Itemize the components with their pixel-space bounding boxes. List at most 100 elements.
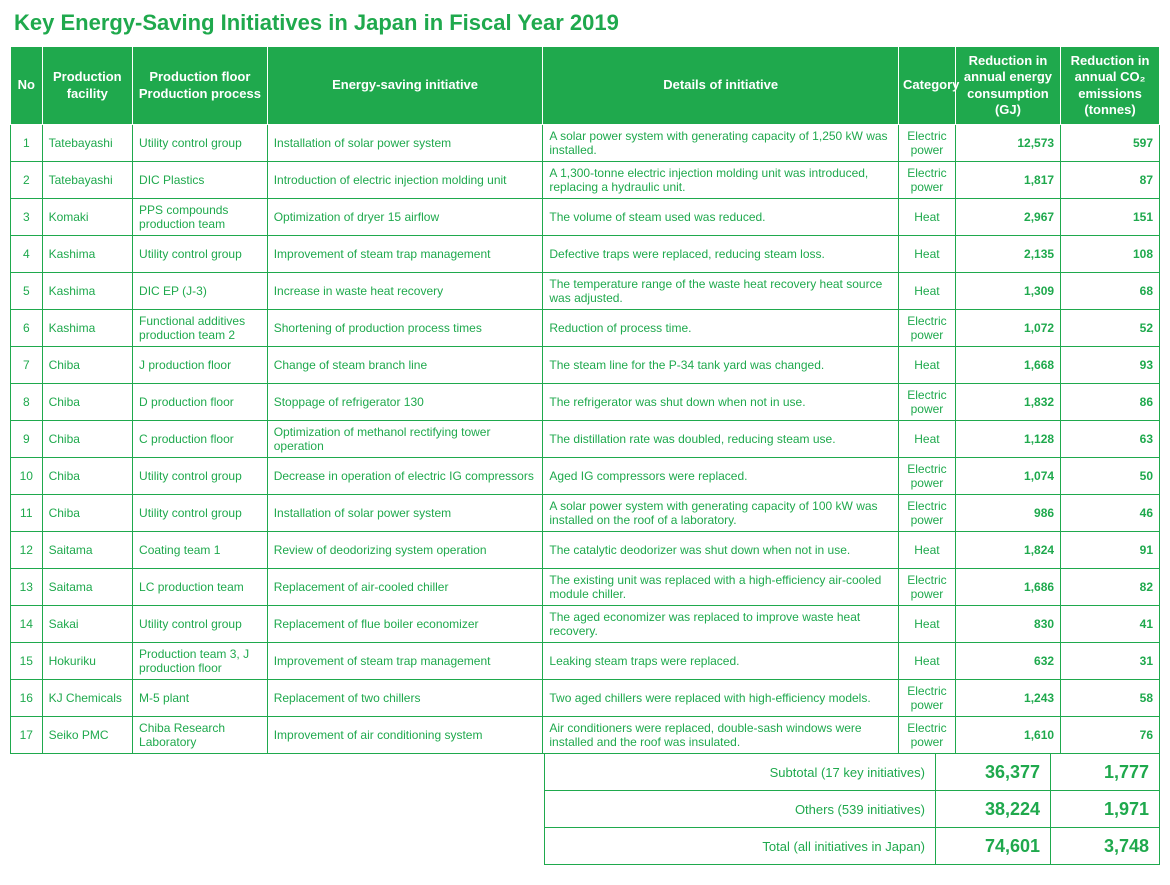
cell-details: A 1,300-tonne electric injection molding… [543,162,899,199]
cell-no: 10 [11,458,43,495]
cell-category: Electric power [899,680,956,717]
cell-details: The distillation rate was doubled, reduc… [543,421,899,458]
page-title: Key Energy-Saving Initiatives in Japan i… [14,10,1160,36]
cell-gj: 1,072 [955,310,1060,347]
cell-category: Heat [899,606,956,643]
cell-facility: Tatebayashi [42,162,132,199]
cell-details: Leaking steam traps were replaced. [543,643,899,680]
cell-gj: 2,135 [955,236,1060,273]
table-row: 1TatebayashiUtility control groupInstall… [11,125,1160,162]
cell-category: Electric power [899,384,956,421]
cell-co2: 52 [1061,310,1160,347]
cell-floor: Utility control group [133,236,268,273]
cell-gj: 1,074 [955,458,1060,495]
cell-floor: Utility control group [133,606,268,643]
cell-gj: 1,668 [955,347,1060,384]
cell-floor: J production floor [133,347,268,384]
cell-facility: Chiba [42,458,132,495]
cell-initiative: Replacement of flue boiler economizer [267,606,543,643]
cell-details: The aged economizer was replaced to impr… [543,606,899,643]
cell-floor: Chiba Research Laboratory [133,717,268,754]
cell-gj: 1,128 [955,421,1060,458]
cell-floor: Utility control group [133,495,268,532]
table-row: 16KJ ChemicalsM-5 plantReplacement of tw… [11,680,1160,717]
cell-no: 4 [11,236,43,273]
cell-initiative: Stoppage of refrigerator 130 [267,384,543,421]
cell-co2: 58 [1061,680,1160,717]
cell-gj: 1,824 [955,532,1060,569]
th-floor: Production floor Production process [133,47,268,125]
th-category: Category [899,47,956,125]
cell-no: 8 [11,384,43,421]
cell-co2: 108 [1061,236,1160,273]
cell-details: The temperature range of the waste heat … [543,273,899,310]
cell-details: The refrigerator was shut down when not … [543,384,899,421]
cell-no: 7 [11,347,43,384]
cell-no: 12 [11,532,43,569]
cell-gj: 632 [955,643,1060,680]
cell-initiative: Improvement of air conditioning system [267,717,543,754]
cell-gj: 1,686 [955,569,1060,606]
cell-co2: 151 [1061,199,1160,236]
cell-facility: Kashima [42,236,132,273]
cell-category: Heat [899,236,956,273]
cell-no: 2 [11,162,43,199]
cell-co2: 597 [1061,125,1160,162]
cell-initiative: Increase in waste heat recovery [267,273,543,310]
table-row: 7ChibaJ production floorChange of steam … [11,347,1160,384]
cell-floor: Functional additives production team 2 [133,310,268,347]
th-co2: Reduction in annual CO₂ emissions (tonne… [1061,47,1160,125]
cell-facility: Kashima [42,273,132,310]
cell-initiative: Replacement of air-cooled chiller [267,569,543,606]
initiatives-table: No Production facility Production floor … [10,46,1160,754]
cell-no: 1 [11,125,43,162]
cell-details: A solar power system with generating cap… [543,495,899,532]
cell-no: 17 [11,717,43,754]
cell-facility: Chiba [42,495,132,532]
cell-floor: DIC EP (J-3) [133,273,268,310]
cell-category: Heat [899,347,956,384]
cell-no: 16 [11,680,43,717]
table-row: 17Seiko PMCChiba Research LaboratoryImpr… [11,717,1160,754]
cell-facility: KJ Chemicals [42,680,132,717]
cell-details: A solar power system with generating cap… [543,125,899,162]
table-row: 14SakaiUtility control groupReplacement … [11,606,1160,643]
th-initiative: Energy-saving initiative [267,47,543,125]
table-row: 6KashimaFunctional additives production … [11,310,1160,347]
summary-row: Others (539 initiatives)38,2241,971 [545,791,1160,828]
cell-details: The volume of steam used was reduced. [543,199,899,236]
cell-category: Electric power [899,495,956,532]
cell-no: 6 [11,310,43,347]
table-row: 5KashimaDIC EP (J-3)Increase in waste he… [11,273,1160,310]
cell-gj: 2,967 [955,199,1060,236]
summary-co2: 3,748 [1051,828,1160,865]
cell-category: Heat [899,643,956,680]
cell-category: Electric power [899,458,956,495]
cell-no: 9 [11,421,43,458]
table-row: 15HokurikuProduction team 3, J productio… [11,643,1160,680]
cell-facility: Saitama [42,532,132,569]
cell-details: Air conditioners were replaced, double-s… [543,717,899,754]
table-row: 3KomakiPPS compounds production teamOpti… [11,199,1160,236]
summary-label: Subtotal (17 key initiatives) [545,754,936,791]
cell-category: Heat [899,532,956,569]
table-row: 2TatebayashiDIC PlasticsIntroduction of … [11,162,1160,199]
summary-row: Total (all initiatives in Japan)74,6013,… [545,828,1160,865]
cell-gj: 830 [955,606,1060,643]
cell-no: 3 [11,199,43,236]
cell-no: 5 [11,273,43,310]
table-row: 9ChibaC production floorOptimization of … [11,421,1160,458]
cell-initiative: Installation of solar power system [267,125,543,162]
cell-initiative: Replacement of two chillers [267,680,543,717]
table-row: 8ChibaD production floorStoppage of refr… [11,384,1160,421]
cell-co2: 91 [1061,532,1160,569]
table-row: 12SaitamaCoating team 1Review of deodori… [11,532,1160,569]
summary-co2: 1,971 [1051,791,1160,828]
cell-gj: 1,610 [955,717,1060,754]
cell-gj: 1,832 [955,384,1060,421]
cell-initiative: Improvement of steam trap management [267,643,543,680]
cell-gj: 986 [955,495,1060,532]
cell-floor: LC production team [133,569,268,606]
cell-category: Electric power [899,569,956,606]
cell-co2: 46 [1061,495,1160,532]
